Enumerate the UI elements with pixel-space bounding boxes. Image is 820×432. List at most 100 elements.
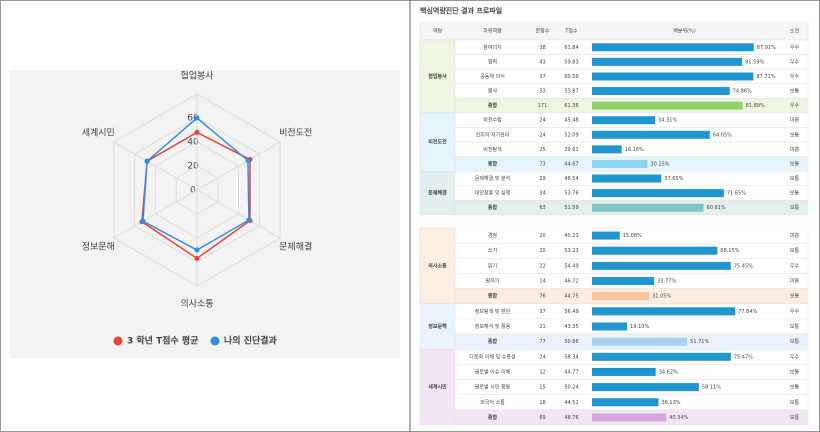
- t-score: 59.83: [564, 59, 578, 65]
- pct-label: 81.59%: [745, 59, 764, 65]
- spoke: [196, 189, 281, 239]
- column-header: 소견: [790, 28, 800, 35]
- note: 보통: [790, 176, 800, 182]
- column-header: 백분위(%): [673, 28, 696, 35]
- axis-label: 의사소통: [180, 299, 213, 310]
- item-count: 76: [539, 294, 545, 300]
- pct-label: 77.84%: [738, 309, 757, 315]
- note: 우수: [790, 103, 800, 109]
- t-score: 45.48: [564, 118, 578, 124]
- pct-bar: [592, 101, 743, 110]
- axis-label: 비전도전: [279, 128, 312, 139]
- note: 우수: [790, 309, 800, 315]
- sub-name: 종합: [488, 204, 498, 211]
- note: 보통: [790, 294, 800, 300]
- item-count: 15: [539, 385, 545, 391]
- sub-name: 비전탐색: [483, 146, 502, 153]
- note: 우수: [790, 45, 800, 51]
- pct-bar: [592, 367, 656, 376]
- group-name: 비전도전: [428, 139, 447, 146]
- item-count: 14: [539, 279, 545, 285]
- item-count: 24: [539, 118, 545, 124]
- group-cell: [419, 227, 456, 305]
- pct-label: 19.10%: [630, 324, 649, 330]
- t-score: 39.61: [564, 147, 578, 153]
- t-score: 44.51: [564, 400, 578, 406]
- pct-bar: [592, 337, 688, 346]
- pct-bar: [592, 322, 628, 331]
- group-name: 세계시민: [428, 384, 447, 391]
- pct-label: 15.08%: [623, 233, 642, 239]
- sub-name: 쓰기: [488, 247, 497, 254]
- r-tick-label: 60: [187, 114, 199, 124]
- spoke: [196, 141, 281, 191]
- pct-bar: [592, 174, 662, 183]
- note: 미흡: [790, 146, 800, 153]
- group-cell: [419, 171, 456, 216]
- pct-label: 87.71%: [756, 74, 775, 80]
- pct-label: 75.45%: [734, 263, 753, 269]
- t-score: 60.59: [564, 74, 578, 80]
- note: 우수: [790, 263, 800, 269]
- t-score: 44.77: [564, 369, 578, 375]
- pct-label: 75.47%: [734, 354, 753, 360]
- pct-bar: [592, 383, 699, 392]
- point: [245, 158, 251, 164]
- note: 보통: [790, 339, 800, 345]
- point: [140, 218, 146, 224]
- t-score: 61.84: [564, 45, 578, 51]
- item-count: 25: [539, 147, 545, 153]
- pct-bar: [592, 43, 754, 52]
- axis-label: 정보문해: [82, 242, 115, 253]
- point: [194, 247, 200, 253]
- chart-panel: [10, 70, 400, 358]
- pct-bar: [592, 189, 724, 198]
- pct-label: 68.15%: [720, 248, 739, 254]
- item-count: 73: [539, 161, 545, 167]
- pct-label: 33.77%: [657, 279, 676, 285]
- header-row: [419, 21, 809, 41]
- t-score: 53.87: [564, 89, 578, 95]
- sub-name: 글로벌 이슈 이해: [475, 368, 511, 375]
- legend-swatch: [210, 336, 220, 346]
- pct-bar: [592, 398, 659, 407]
- note: 보통: [790, 385, 800, 391]
- pct-label: 31.05%: [652, 294, 671, 300]
- t-score: 58.34: [564, 354, 578, 360]
- pct-label: 64.05%: [713, 132, 732, 138]
- sub-name: 종합: [488, 160, 498, 167]
- note: 미흡: [790, 117, 800, 124]
- axis-label: 세계시민: [82, 127, 115, 139]
- pct-bar: [592, 57, 743, 66]
- column-header: T점수: [564, 28, 578, 35]
- legend-swatch: [113, 336, 123, 346]
- point: [194, 115, 200, 121]
- item-count: 37: [539, 309, 545, 315]
- item-count: 33: [539, 89, 545, 95]
- point: [246, 217, 252, 223]
- sub-name: 외국어 소통: [480, 399, 505, 406]
- t-score: 48.54: [564, 176, 578, 182]
- item-count: 12: [539, 369, 545, 375]
- t-score: 56.49: [564, 309, 578, 315]
- pct-bar: [592, 231, 620, 240]
- note: 보통: [790, 89, 800, 95]
- point: [144, 158, 150, 164]
- pct-label: 30.15%: [650, 161, 669, 167]
- pct-label: 40.34%: [669, 415, 688, 421]
- note: 우수: [790, 74, 800, 80]
- note: 보통: [790, 205, 800, 211]
- t-score: 53.23: [564, 248, 578, 254]
- sub-name: 참여의지: [483, 44, 501, 51]
- sub-name: 종합: [488, 414, 498, 421]
- spoke: [113, 141, 198, 191]
- sub-name: 글로벌 시민 행동: [475, 384, 511, 391]
- column-header: 역량: [433, 28, 443, 35]
- t-score: 50.24: [564, 385, 578, 391]
- pct-label: 34.62%: [659, 369, 678, 375]
- item-count: 24: [539, 354, 545, 360]
- pct-label: 71.65%: [727, 191, 746, 197]
- t-score: 44.75: [564, 294, 578, 300]
- sub-name: 정보탐색 및 판단: [475, 308, 511, 315]
- pct-bar: [592, 413, 667, 422]
